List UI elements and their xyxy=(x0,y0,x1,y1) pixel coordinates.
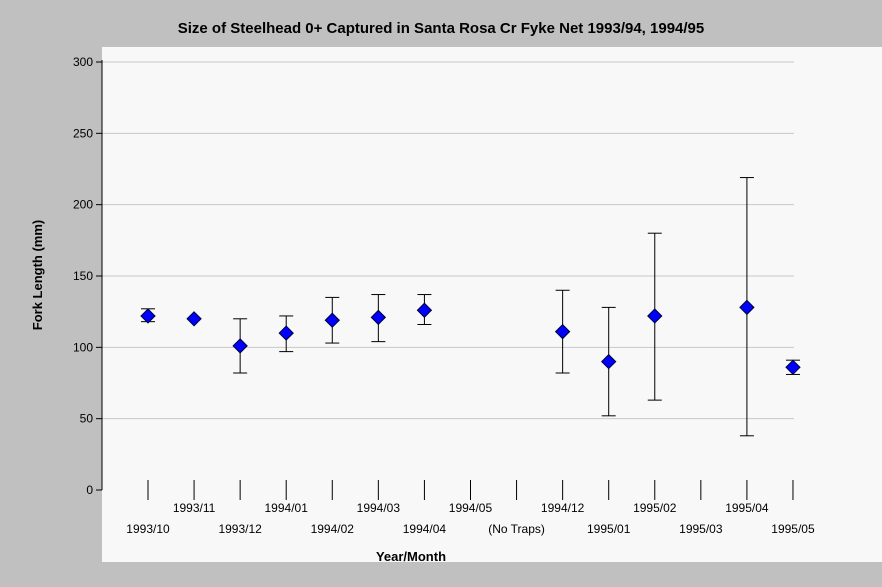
axis-layer xyxy=(96,60,794,500)
y-tick-label: 0 xyxy=(86,483,93,497)
x-tick-label: 1994/04 xyxy=(403,522,447,536)
x-tick-label: 1993/10 xyxy=(126,522,170,536)
y-tick-label: 50 xyxy=(80,412,94,426)
x-tick-label: 1995/03 xyxy=(679,522,723,536)
x-tick-label: 1993/11 xyxy=(173,501,216,515)
data-point-diamond xyxy=(600,353,617,370)
y-tick-label: 100 xyxy=(73,340,93,354)
x-tick-label: 1995/05 xyxy=(771,522,815,536)
plot-area xyxy=(102,47,882,562)
y-tick-label: 300 xyxy=(73,55,93,69)
x-tick-label: 1995/02 xyxy=(633,501,677,515)
x-tick-label: 1993/12 xyxy=(218,522,262,536)
data-point-diamond xyxy=(785,359,801,376)
chart-title: Size of Steelhead 0+ Captured in Santa R… xyxy=(178,20,704,37)
data-point-diamond xyxy=(647,308,663,324)
x-tick-label: 1994/03 xyxy=(357,501,401,515)
data-point-diamond xyxy=(278,325,294,341)
data-point-diamond xyxy=(370,309,387,326)
x-tick-label: 1995/04 xyxy=(725,501,769,515)
data-point-diamond xyxy=(554,323,571,340)
y-tick-labels: 0 50 100 150 200 250 300 xyxy=(73,55,93,497)
grid-layer xyxy=(102,61,794,420)
x-tick-label: 1995/01 xyxy=(587,522,631,536)
data-point-diamond xyxy=(416,302,433,318)
x-axis-label: Year/Month xyxy=(376,549,446,564)
y-axis-label: Fork Length (mm) xyxy=(30,220,45,331)
data-point-diamond xyxy=(140,308,156,324)
x-tick-label: 1994/02 xyxy=(311,522,355,536)
x-tick-label: 1994/12 xyxy=(541,501,585,515)
data-point-diamond xyxy=(739,299,755,316)
y-tick-label: 250 xyxy=(73,126,93,140)
data-point-diamond xyxy=(232,338,248,354)
data-point-diamond xyxy=(324,312,340,328)
x-tick-labels: 1993/101993/111993/121994/011994/021994/… xyxy=(126,501,815,536)
data-point-diamond xyxy=(186,311,202,327)
y-tick-label: 200 xyxy=(73,198,93,212)
x-tick-label: (No Traps) xyxy=(488,522,545,536)
data-points xyxy=(140,299,801,376)
y-tick-label: 150 xyxy=(73,269,93,283)
x-tick-label: 1994/01 xyxy=(265,501,309,515)
x-tick-label: 1994/05 xyxy=(449,501,493,515)
